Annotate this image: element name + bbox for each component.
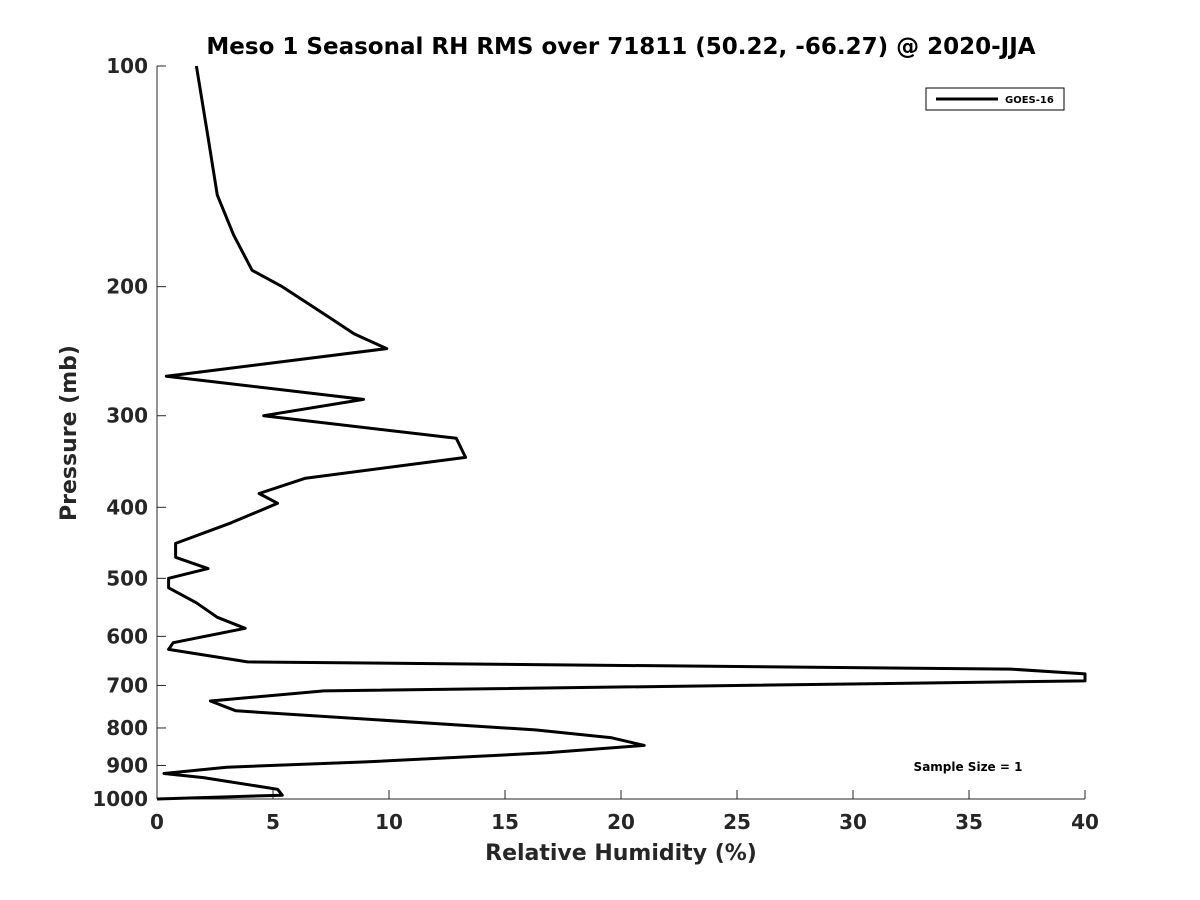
x-tick-label: 0 xyxy=(150,810,164,834)
y-tick-label: 400 xyxy=(106,495,148,519)
y-tick-label: 1000 xyxy=(92,787,148,811)
plot-area: 0 5 10 15 20 25 30 35 40 100 200 300 400 500 600 700 800… xyxy=(92,54,1099,834)
y-tick-label: 500 xyxy=(106,566,148,590)
x-tick-label: 25 xyxy=(723,810,751,834)
y-tick-label: 800 xyxy=(106,716,148,740)
x-tick-label: 10 xyxy=(375,810,403,834)
y-tick-label: 200 xyxy=(106,275,148,299)
x-tick-label: 35 xyxy=(955,810,983,834)
y-tick-label: 600 xyxy=(106,624,148,648)
x-tick-label: 5 xyxy=(266,810,280,834)
series-line-goes-16 xyxy=(156,65,1087,801)
x-tick-label: 30 xyxy=(839,810,867,834)
legend: GOES-16 xyxy=(925,87,1065,111)
chart-title: Meso 1 Seasonal RH RMS over 71811 (50.22… xyxy=(206,34,1035,60)
x-tick-label: 20 xyxy=(607,810,635,834)
legend-label: GOES-16 xyxy=(1005,95,1054,106)
y-axis-label: Pressure (mb) xyxy=(57,345,82,521)
x-tick-label: 40 xyxy=(1071,810,1099,834)
y-tick-label: 700 xyxy=(106,673,148,697)
y-tick-label: 900 xyxy=(106,753,148,777)
y-tick-label: 100 xyxy=(106,54,148,78)
y-tick-label: 300 xyxy=(106,404,148,428)
sample-size-annotation: Sample Size = 1 xyxy=(914,760,1023,774)
x-axis-label: Relative Humidity (%) xyxy=(485,841,757,866)
x-tick-label: 15 xyxy=(491,810,519,834)
